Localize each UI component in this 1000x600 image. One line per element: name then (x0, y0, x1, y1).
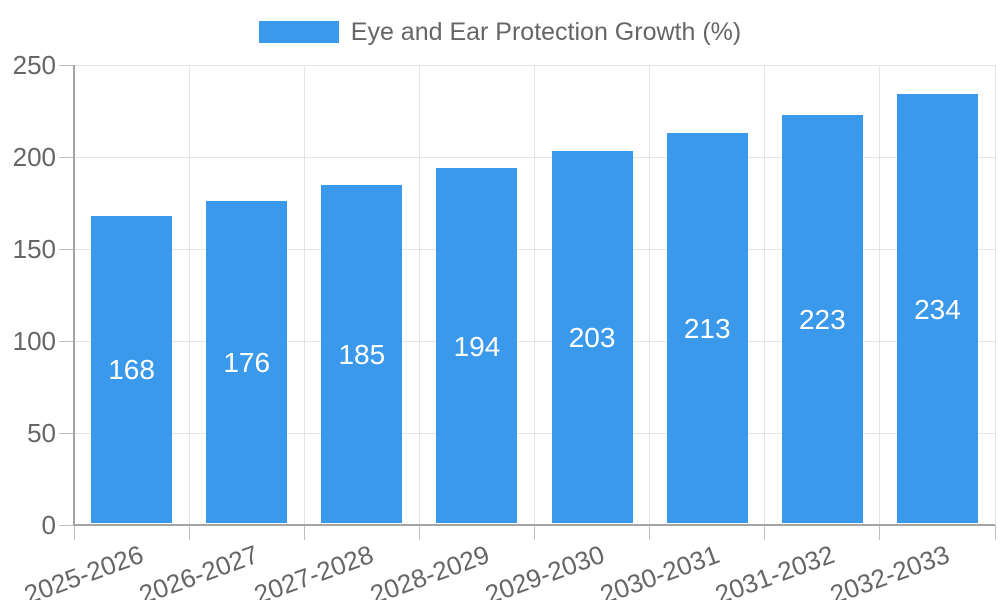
x-tick-mark (303, 525, 305, 540)
y-tick-mark (59, 248, 74, 250)
x-tick-mark (73, 525, 75, 540)
x-tick-mark (994, 525, 996, 540)
x-tick-label: 2029-2030 (480, 539, 608, 600)
bar-value-label: 203 (568, 322, 616, 354)
x-gridline (649, 65, 651, 525)
bar[interactable] (896, 94, 978, 523)
y-tick-mark (59, 432, 74, 434)
bar[interactable] (666, 133, 748, 523)
bar-value-label: 185 (338, 338, 386, 370)
y-tick-label: 250 (12, 50, 56, 80)
y-axis-line (73, 65, 75, 525)
x-gridline (188, 65, 190, 525)
bar[interactable] (551, 151, 633, 523)
chart-legend[interactable]: Eye and Ear Protection Growth (%) (0, 16, 1000, 48)
x-tick-label: 2025-2026 (20, 539, 148, 600)
y-tick-mark (59, 524, 74, 526)
y-tick-mark (59, 340, 74, 342)
x-gridline (994, 65, 996, 525)
y-tick-mark (59, 64, 74, 66)
x-tick-mark (649, 525, 651, 540)
bar-value-label: 176 (223, 347, 271, 379)
x-gridline (879, 65, 881, 525)
x-tick-mark (418, 525, 420, 540)
x-gridline (303, 65, 305, 525)
x-tick-mark (188, 525, 190, 540)
bar-value-label: 213 (683, 313, 731, 345)
bar[interactable] (206, 201, 288, 523)
bar[interactable] (436, 168, 518, 523)
bar-value-label: 168 (108, 354, 155, 386)
x-gridline (764, 65, 766, 525)
y-tick-mark (59, 156, 74, 158)
x-tick-label: 2026-2027 (135, 539, 263, 600)
x-tick-label: 2032-2033 (826, 539, 954, 600)
bar-value-label: 194 (453, 330, 501, 362)
x-tick-label: 2027-2028 (250, 539, 378, 600)
bar[interactable] (91, 215, 173, 523)
bar-value-label: 223 (798, 303, 846, 335)
legend-label: Eye and Ear Protection Growth (%) (350, 17, 742, 46)
bar[interactable] (781, 114, 863, 523)
y-tick-label: 100 (12, 326, 56, 356)
y-tick-label: 200 (12, 142, 56, 172)
bar-value-label: 234 (914, 293, 961, 325)
y-tick-label: 0 (41, 510, 56, 540)
y-tick-label: 150 (12, 234, 56, 264)
x-tick-mark (764, 525, 766, 540)
x-axis-line (73, 524, 995, 526)
x-tick-label: 2028-2029 (365, 539, 493, 600)
bar[interactable] (321, 184, 403, 523)
x-gridline (418, 65, 420, 525)
x-gridline (534, 65, 535, 525)
x-tick-mark (534, 525, 535, 540)
legend-swatch (258, 21, 339, 43)
x-tick-mark (879, 525, 881, 540)
y-tick-label: 50 (27, 418, 56, 448)
x-tick-label: 2031-2032 (711, 539, 839, 600)
x-tick-label: 2030-2031 (596, 539, 724, 600)
